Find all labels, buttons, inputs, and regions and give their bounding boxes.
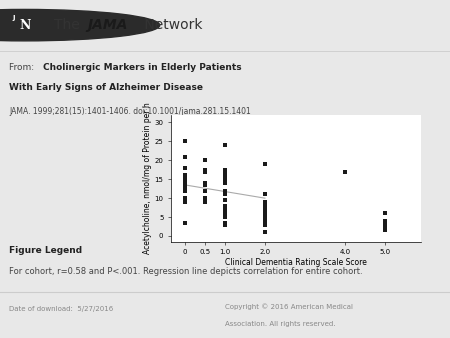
Text: For cohort, r=0.58 and P<.001. Regression line depicts correlation for entire co: For cohort, r=0.58 and P<.001. Regressio… (9, 267, 363, 276)
Point (181, 199, 189, 204)
Text: Figure Legend: Figure Legend (9, 246, 82, 255)
Point (221, 169, 229, 174)
Point (381, 226, 388, 231)
Point (221, 173, 229, 178)
Text: With Early Signs of Alzheimer Disease: With Early Signs of Alzheimer Disease (9, 83, 203, 92)
Point (181, 220, 189, 225)
Point (381, 222, 388, 227)
Point (261, 230, 269, 235)
Point (341, 169, 348, 174)
Point (221, 214, 229, 220)
Point (261, 192, 269, 197)
Point (261, 207, 269, 212)
Text: Cholinergic Markers in Elderly Patients: Cholinergic Markers in Elderly Patients (43, 63, 241, 72)
Point (221, 192, 229, 197)
Point (221, 207, 229, 212)
Point (221, 188, 229, 193)
Point (181, 182, 189, 188)
Point (181, 184, 189, 190)
Point (201, 182, 208, 188)
Point (261, 162, 269, 167)
Text: The: The (54, 18, 84, 32)
Point (221, 143, 229, 148)
Point (221, 176, 229, 182)
X-axis label: Clinical Dementia Rating Scale Score: Clinical Dementia Rating Scale Score (225, 258, 367, 267)
Text: Date of download:  5/27/2016: Date of download: 5/27/2016 (9, 306, 113, 312)
Text: From:: From: (9, 63, 37, 72)
Point (261, 203, 269, 209)
Point (201, 158, 208, 163)
Text: N: N (19, 19, 31, 32)
Point (201, 169, 208, 174)
Point (181, 173, 189, 178)
Point (221, 222, 229, 227)
Point (381, 211, 388, 216)
Point (201, 167, 208, 172)
Point (181, 139, 189, 144)
Point (181, 176, 189, 182)
Point (201, 188, 208, 193)
Point (221, 197, 229, 203)
Point (181, 154, 189, 159)
Point (181, 165, 189, 171)
Point (181, 195, 189, 201)
Point (221, 203, 229, 209)
Point (221, 180, 229, 186)
Point (221, 167, 229, 172)
Text: Copyright © 2016 American Medical: Copyright © 2016 American Medical (225, 304, 353, 310)
Text: Association. All rights reserved.: Association. All rights reserved. (225, 321, 336, 327)
Point (381, 218, 388, 223)
Point (201, 199, 208, 204)
Point (181, 188, 189, 193)
Text: JAMA: JAMA (88, 18, 128, 32)
Point (221, 211, 229, 216)
Point (381, 220, 388, 225)
Text: JAMA. 1999;281(15):1401-1406. doi:10.1001/jama.281.15.1401: JAMA. 1999;281(15):1401-1406. doi:10.100… (9, 107, 251, 116)
Point (381, 227, 388, 233)
Point (221, 220, 229, 225)
Point (181, 175, 189, 180)
Circle shape (0, 9, 160, 41)
Point (201, 195, 208, 201)
Point (261, 218, 269, 223)
Point (381, 224, 388, 229)
Point (261, 214, 269, 220)
Text: Network: Network (140, 18, 202, 32)
Point (261, 199, 269, 204)
Point (261, 211, 269, 216)
Point (261, 222, 269, 227)
Point (201, 180, 208, 186)
Y-axis label: Acetylcholine, nmol/mg of Protein per h: Acetylcholine, nmol/mg of Protein per h (143, 102, 152, 254)
Point (181, 180, 189, 186)
Text: J: J (13, 15, 15, 21)
